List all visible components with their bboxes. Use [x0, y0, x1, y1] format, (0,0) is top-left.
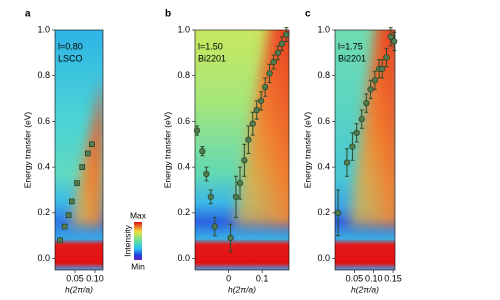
point	[232, 193, 240, 200]
y-tick-label: 0.8	[317, 70, 330, 80]
point	[379, 65, 386, 72]
y-tick-label: 0.2	[177, 207, 190, 217]
y-tick-label: 0.4	[37, 162, 50, 172]
x-tick-label: 0.15	[384, 273, 402, 283]
annotation: l=1.50	[198, 41, 223, 51]
colorbar-min: Min	[131, 261, 145, 271]
x-tick-label: 0.05	[66, 273, 84, 283]
point	[57, 237, 64, 244]
point	[274, 49, 282, 56]
y-tick-label: 0.4	[177, 162, 190, 172]
y-axis-label: Energy transfer (eV)	[22, 112, 32, 189]
x-tick-label: 0.1	[256, 273, 269, 283]
point	[283, 31, 290, 38]
point	[358, 116, 365, 123]
heatmap	[195, 30, 289, 270]
point	[203, 170, 210, 178]
frame	[54, 29, 104, 271]
point	[278, 40, 286, 47]
y-tick-label: 0.2	[37, 207, 50, 217]
y-tick-label: 0.8	[177, 70, 190, 80]
point	[334, 209, 342, 216]
point	[270, 58, 277, 66]
annotation: l=1.75	[338, 41, 363, 51]
annotation: l=0.80	[58, 41, 83, 51]
y-tick-label: 1.0	[37, 24, 50, 34]
point	[69, 198, 75, 205]
heatmap-hot	[348, 30, 395, 227]
point	[89, 141, 95, 148]
y-tick-label: 0.6	[37, 116, 50, 126]
point	[353, 129, 360, 136]
y-axis-label: Energy transfer (eV)	[302, 112, 312, 189]
point	[343, 159, 351, 166]
x-axis-label: h(2π/a)	[351, 284, 379, 294]
y-tick-label: 0.6	[317, 116, 330, 126]
point	[349, 143, 356, 150]
colorbar-max: Max	[130, 210, 147, 220]
material: Bi2201	[198, 53, 226, 63]
y-tick-label: 0.6	[177, 116, 190, 126]
heatmap-hot	[232, 30, 289, 227]
y-tick-label: 0.8	[37, 70, 50, 80]
x-tick-label: 0.05	[346, 273, 364, 283]
point	[227, 234, 234, 242]
point	[245, 136, 252, 143]
point	[241, 157, 248, 164]
point	[367, 86, 374, 93]
x-axis-label: h(2π/a)	[228, 284, 256, 294]
point	[61, 223, 68, 230]
x-tick-label: 0	[226, 273, 231, 283]
point	[258, 97, 265, 104]
point	[193, 127, 201, 134]
y-tick-label: 1.0	[317, 24, 330, 34]
x-tick-label: 0.10	[365, 273, 383, 283]
point	[249, 120, 256, 127]
heatmap-hot	[69, 79, 103, 227]
point	[79, 164, 85, 170]
x-axis-label: h(2π/a)	[65, 284, 93, 294]
frame	[194, 29, 290, 271]
material: Bi2201	[338, 53, 366, 63]
point	[266, 70, 273, 77]
point	[262, 84, 269, 91]
colorbar-label: Intensity	[122, 224, 132, 256]
point	[391, 38, 398, 45]
y-tick-label: 0.2	[317, 207, 330, 217]
y-tick-label: 0.0	[37, 253, 50, 263]
material: LSCO	[58, 53, 83, 63]
point	[85, 150, 91, 157]
point	[207, 193, 214, 200]
point	[371, 77, 378, 84]
y-axis-label: Energy transfer (eV)	[162, 112, 172, 189]
point	[387, 33, 394, 40]
point	[363, 100, 370, 107]
point	[236, 180, 244, 187]
y-tick-label: 0.4	[317, 162, 330, 172]
frame	[334, 29, 396, 271]
panel-label: a	[25, 9, 31, 20]
y-tick-label: 1.0	[177, 24, 190, 34]
y-tick-label: 0.0	[317, 253, 330, 263]
colorbar	[134, 222, 142, 260]
point	[253, 106, 260, 114]
x-tick-label: 0.10	[86, 273, 104, 283]
point	[383, 54, 390, 61]
point	[74, 180, 80, 186]
panel-label: c	[305, 9, 311, 20]
point	[199, 148, 206, 155]
y-tick-label: 0.0	[177, 253, 190, 263]
heatmap	[55, 30, 103, 270]
point	[211, 223, 218, 230]
point	[65, 212, 72, 218]
panel-label: b	[165, 9, 171, 20]
